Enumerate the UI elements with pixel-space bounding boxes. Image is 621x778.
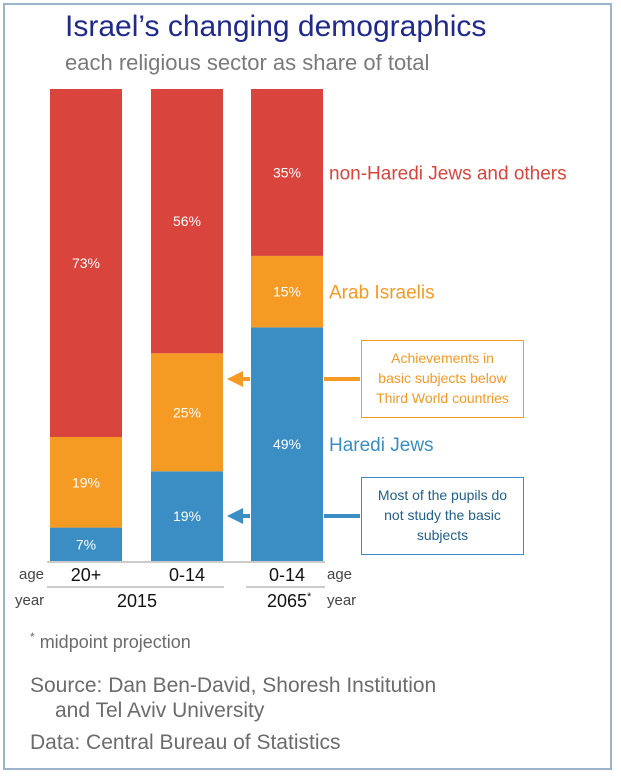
- age-tick-label: 0-14: [169, 565, 205, 585]
- series-legend-label: Arab Israelis: [329, 283, 435, 304]
- bar-segment: [50, 437, 122, 528]
- pupils-callout: Most of the pupils do not study the basi…: [361, 477, 524, 555]
- chart-subtitle: each religious sector as share of total: [65, 50, 430, 75]
- age-tick-label: 20+: [71, 565, 102, 585]
- bar-value-label: 25%: [173, 404, 201, 420]
- pupils-arrow-head: [227, 508, 243, 524]
- pupils-callout-line-3: subjects: [416, 527, 469, 543]
- footnote: * midpoint projection: [30, 630, 191, 652]
- achievements-callout: Achievements in basic subjects below Thi…: [361, 340, 524, 418]
- year-2015-label: 2015: [117, 591, 158, 611]
- age-tick-label: 0-14: [269, 565, 305, 585]
- series-legend-label: Haredi Jews: [329, 435, 434, 456]
- year-2065-label: 2065*: [267, 591, 312, 611]
- bar-segment: [50, 89, 122, 437]
- source-line-2: and Tel Aviv University: [55, 699, 265, 722]
- bar-value-label: 56%: [173, 213, 201, 229]
- age-axis-label-right: age: [327, 566, 353, 583]
- bar-value-label: 15%: [273, 284, 301, 300]
- series-legend-label: non-Haredi Jews and others: [329, 163, 567, 184]
- bar-segment: [151, 471, 223, 561]
- year-axis-label-left: year: [15, 592, 45, 609]
- bar-value-label: 7%: [76, 536, 96, 552]
- footnote-mark: *: [30, 630, 35, 644]
- bar-value-label: 19%: [72, 474, 100, 490]
- data-source: Data: Central Bureau of Statistics: [30, 731, 341, 754]
- bar-value-label: 49%: [273, 436, 301, 452]
- achievements-arrow-head: [227, 371, 243, 387]
- year-axis-label-right: year: [327, 592, 357, 609]
- pupils-callout-line-1: Most of the pupils do: [377, 487, 508, 503]
- chart-title: Israel’s changing demographics: [65, 10, 487, 43]
- bar-segment: [50, 527, 122, 561]
- age-axis-label-left: age: [19, 566, 45, 583]
- pupils-callout-line-2: not study the basic: [384, 507, 501, 523]
- bar-segment: [251, 255, 323, 328]
- achievements-callout-line-1: Achievements in: [391, 350, 494, 366]
- bar-value-label: 19%: [173, 508, 201, 524]
- bar-segment: [151, 89, 223, 354]
- bar-segment: [251, 89, 323, 256]
- source-line-1: Source: Dan Ben-David, Shoresh Instituti…: [30, 674, 437, 697]
- bar-segment: [151, 353, 223, 472]
- bar-value-label: 73%: [72, 255, 100, 271]
- bar-value-label: 35%: [273, 164, 301, 180]
- achievements-callout-line-3: Third World countries: [376, 390, 509, 406]
- achievements-callout-line-2: basic subjects below: [378, 370, 507, 386]
- bar-segment: [251, 327, 323, 561]
